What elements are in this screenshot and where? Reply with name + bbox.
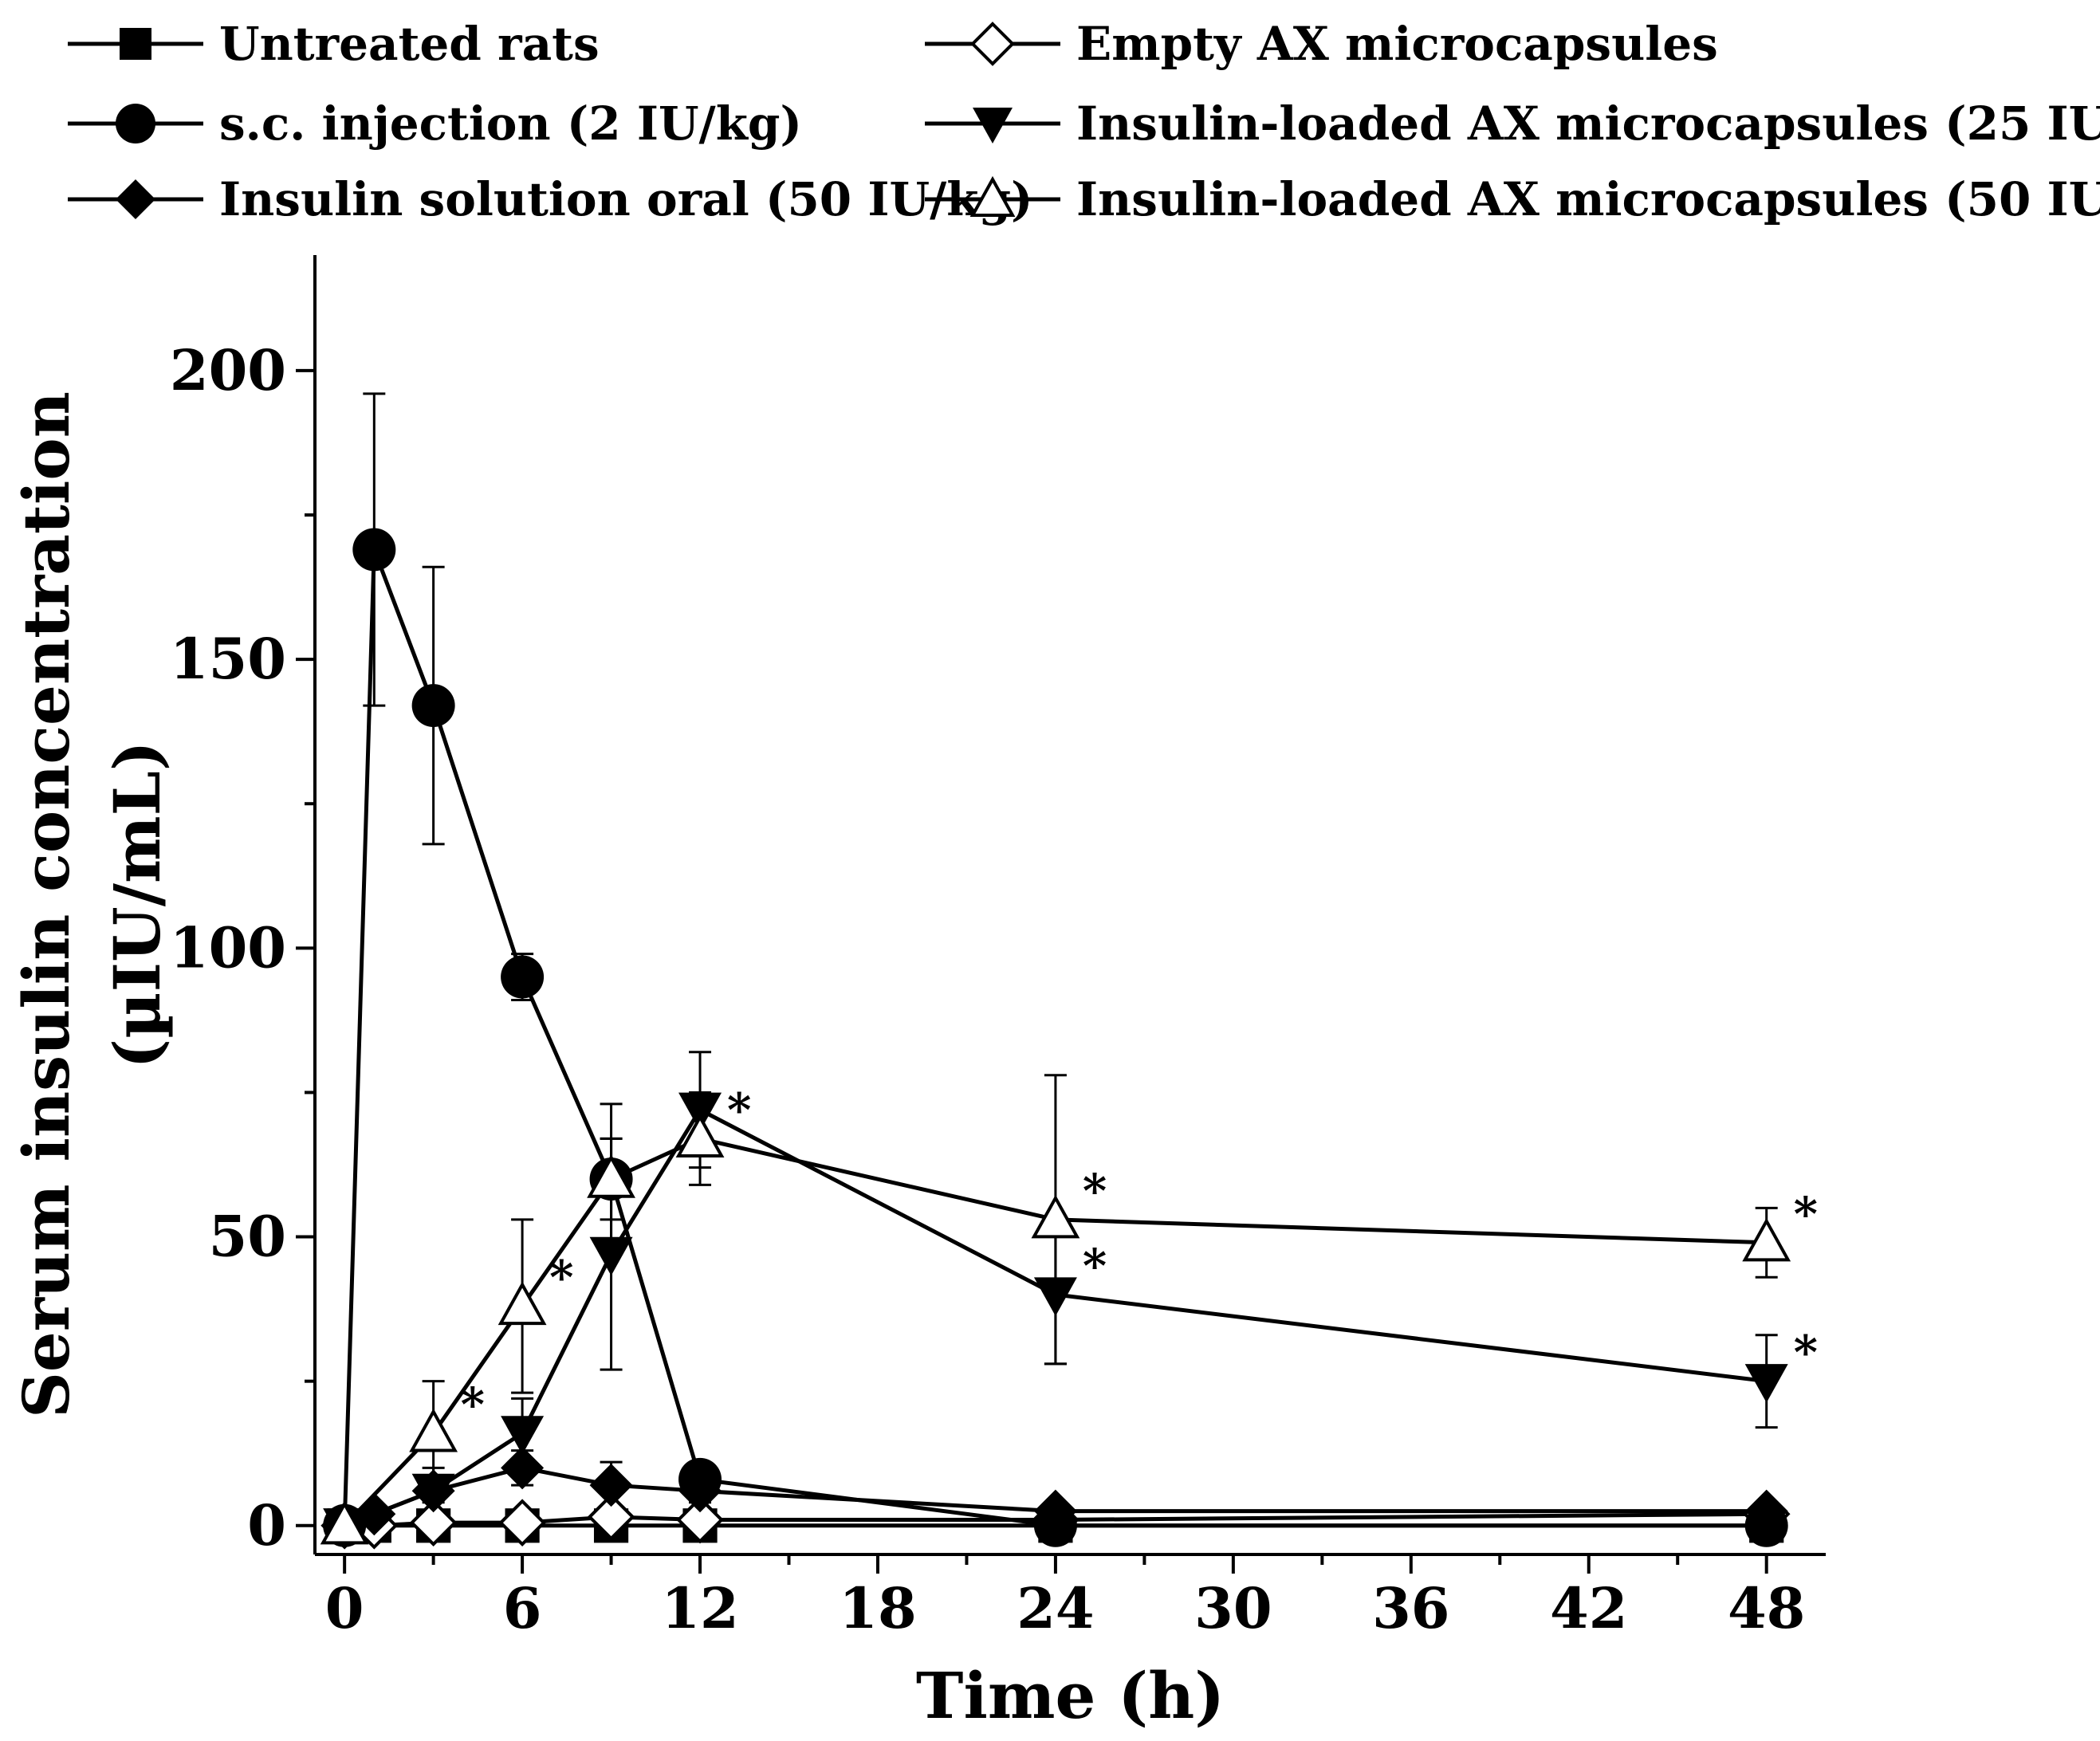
data-point (1031, 1194, 1080, 1239)
y-tick-label: 100 (170, 914, 286, 981)
significance-star: * (549, 1250, 573, 1304)
x-tick-label: 42 (1550, 1575, 1627, 1641)
series-line (342, 547, 1767, 1528)
data-point (1744, 1364, 1788, 1403)
data-point (675, 1114, 725, 1157)
legend-marker (973, 108, 1013, 143)
x-tick-label: 6 (503, 1575, 542, 1641)
significance-star: * (461, 1377, 485, 1432)
significance-marks: * * * * * * * (461, 1083, 1818, 1431)
data-point (1033, 1277, 1077, 1316)
data-point (411, 1469, 455, 1513)
data-point (352, 528, 396, 572)
legend-item: Insulin-loaded AX microcapsules (50 IU/k… (925, 172, 2100, 226)
data-point (1744, 1489, 1788, 1533)
significance-star: * (727, 1083, 751, 1137)
legend-label: s.c. injection (2 IU/kg) (219, 96, 802, 151)
significance-star: * (1794, 1187, 1818, 1241)
legend-marker (116, 104, 155, 143)
significance-star: * (1083, 1164, 1107, 1218)
data-point (320, 1500, 369, 1545)
data-point (409, 1408, 458, 1452)
data-point (501, 1416, 545, 1455)
legend-label: Insulin-loaded AX microcapsules (50 IU/k… (1076, 172, 2100, 226)
legend-item: Untreated rats (68, 17, 600, 71)
legend-marker (969, 175, 1016, 217)
data-point (498, 1499, 546, 1546)
x-tick-label: 30 (1194, 1575, 1272, 1641)
legend-marker (970, 22, 1015, 66)
significance-star: * (1794, 1326, 1818, 1380)
data-point (589, 1464, 633, 1507)
data-point (409, 1499, 458, 1546)
legend: Untreated rats Empty AX microcapsules s.c.… (68, 17, 2100, 226)
markers (320, 528, 1791, 1550)
legend-label: Insulin-loaded AX microcapsules (25 IU/k… (1076, 96, 2100, 151)
data-point (676, 1495, 724, 1544)
data-point (1742, 1217, 1791, 1262)
legend-item: s.c. injection (2 IU/kg) (68, 96, 802, 151)
data-point (587, 1493, 635, 1541)
data-point (587, 1153, 635, 1198)
significance-star: * (1083, 1239, 1107, 1293)
x-tick-label: 24 (1017, 1575, 1094, 1641)
y-ticks: 0 50 100 150 200 (170, 337, 315, 1558)
data-point (1033, 1489, 1077, 1533)
data-point (411, 684, 455, 728)
data-point (678, 1092, 722, 1132)
x-axis-title: Time (h) (916, 1658, 1225, 1733)
data-point (352, 1492, 396, 1536)
y-tick-label: 0 (247, 1492, 286, 1558)
plot-area: 0 6 12 18 24 30 36 42 48 0 50 100 150 200 * * * * * * * (170, 255, 1826, 1641)
y-tick-label: 50 (209, 1204, 286, 1270)
x-tick-label: 48 (1728, 1575, 1805, 1641)
legend-item: Empty AX microcapsules (925, 17, 1718, 71)
y-tick-label: 200 (170, 337, 286, 403)
data-point (501, 955, 545, 999)
x-tick-label: 36 (1372, 1575, 1449, 1641)
y-tick-label: 150 (170, 626, 286, 692)
x-tick-label: 18 (839, 1575, 916, 1641)
legend-item: Insulin solution oral (50 IU/kg) (68, 172, 1032, 226)
legend-marker (116, 179, 155, 219)
legend-label: Insulin solution oral (50 IU/kg) (219, 172, 1032, 226)
data-point (678, 1469, 722, 1513)
x-tick-label: 0 (325, 1575, 364, 1641)
legend-item: Insulin-loaded AX microcapsules (25 IU/k… (925, 96, 2100, 151)
data-point (589, 1236, 633, 1276)
series-lines (342, 547, 1767, 1528)
data-point (497, 1281, 547, 1326)
y-axis-title: Serum insulin concentration (9, 391, 84, 1418)
y-axis-unit: (µIU/mL) (100, 741, 175, 1069)
x-tick-label: 12 (661, 1575, 738, 1641)
data-point (501, 1446, 545, 1490)
legend-marker (120, 28, 151, 60)
legend-label: Empty AX microcapsules (1076, 17, 1718, 71)
x-ticks: 0 6 12 18 24 30 36 42 48 (325, 1554, 1805, 1641)
legend-label: Untreated rats (219, 17, 600, 71)
